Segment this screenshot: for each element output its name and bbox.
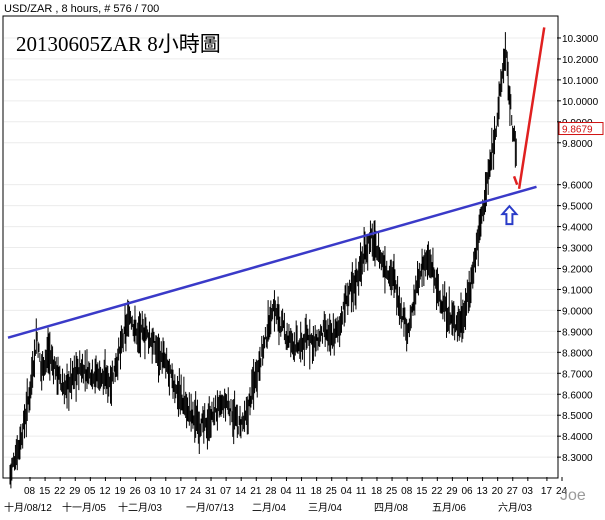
y-tick-label: 9.4000 <box>562 223 593 234</box>
x-day-label: 21 <box>250 486 262 497</box>
y-tick-label: 9.8000 <box>562 139 593 150</box>
projection-line <box>517 27 546 190</box>
x-day-label: 04 <box>341 486 353 497</box>
x-day-label: 05 <box>84 486 96 497</box>
y-tick-label: 9.3000 <box>562 244 593 255</box>
y-tick-label: 9.5000 <box>562 202 593 213</box>
x-day-label: 15 <box>39 486 51 497</box>
y-tick-label: 8.9000 <box>562 327 593 338</box>
x-day-label: 24 <box>556 486 568 497</box>
x-day-label: 31 <box>205 486 217 497</box>
y-tick-label: 10.0000 <box>562 97 599 108</box>
x-day-label: 07 <box>220 486 232 497</box>
up-arrow-marker <box>500 204 519 226</box>
x-day-label: 15 <box>416 486 428 497</box>
x-day-label: 25 <box>326 486 338 497</box>
x-day-label: 12 <box>99 486 111 497</box>
x-day-label: 11 <box>296 486 307 497</box>
y-tick-label: 10.2000 <box>562 55 599 66</box>
x-day-label: 26 <box>130 486 142 497</box>
x-day-label: 06 <box>461 486 473 497</box>
x-day-label: 22 <box>54 486 66 497</box>
y-tick-label: 10.3000 <box>562 34 599 45</box>
x-day-label: 28 <box>265 486 277 497</box>
y-tick-label: 8.7000 <box>562 369 593 380</box>
y-tick-label: 9.6000 <box>562 181 593 192</box>
trendline <box>7 185 537 339</box>
x-day-label: 22 <box>431 486 443 497</box>
y-tick-label: 10.1000 <box>562 76 599 87</box>
x-day-label: 25 <box>386 486 398 497</box>
x-month-label: 三月/04 <box>308 502 342 514</box>
x-day-label: 10 <box>160 486 172 497</box>
y-tick-label: 9.0000 <box>562 306 593 317</box>
x-day-label: 29 <box>446 486 458 497</box>
x-month-label: 二月/04 <box>252 502 286 514</box>
projection-dash <box>512 175 519 186</box>
chart-title: 20130605ZAR 8小時圖 <box>16 32 221 56</box>
y-tick-label: 8.4000 <box>562 432 593 443</box>
annotations <box>7 27 546 339</box>
x-month-label: 四月/08 <box>374 502 408 514</box>
x-day-label: 20 <box>492 486 504 497</box>
x-month-label: 六月/03 <box>498 502 532 514</box>
y-tick-label: 9.2000 <box>562 265 593 276</box>
y-tick-label: 8.5000 <box>562 411 593 422</box>
x-day-label: 08 <box>24 486 36 497</box>
grid <box>4 37 556 458</box>
x-day-label: 03 <box>522 486 534 497</box>
x-month-label: 十一月/05 <box>62 501 106 514</box>
y-axis: 10.300010.200010.100010.00009.90009.8000… <box>557 34 604 464</box>
x-month-label: 十月/08/12 <box>4 501 52 514</box>
x-day-label: 18 <box>311 486 323 497</box>
y-tick-label: 8.8000 <box>562 348 593 359</box>
x-day-label: 29 <box>69 486 81 497</box>
x-month-label: 十二月/03 <box>118 501 162 514</box>
y-tick-label: 8.3000 <box>562 453 593 464</box>
x-day-label: 17 <box>541 486 553 497</box>
y-tick-label: 9.1000 <box>562 285 593 296</box>
price-bars <box>9 32 517 489</box>
x-month-label: 五月/06 <box>432 502 466 514</box>
x-day-label: 17 <box>175 486 187 497</box>
x-axis: 08 15 22 29 05 12 19 26 03 10 17 24 31 07 14 21 28 04 11 18… <box>4 477 568 514</box>
watermark: Joe <box>560 487 586 504</box>
x-day-label: 19 <box>115 486 127 497</box>
y-tick-label: 8.6000 <box>562 390 593 401</box>
plot-area <box>2 15 559 479</box>
current-price-box <box>558 122 604 136</box>
x-day-label: 14 <box>235 486 247 497</box>
x-day-label: 18 <box>371 486 383 497</box>
current-price-label: 9.8679 <box>562 125 593 136</box>
x-day-label: 08 <box>401 486 413 497</box>
x-day-label: 13 <box>477 486 489 497</box>
symbol-info: USD/ZAR , 8 hours, # 576 / 700 <box>4 3 159 15</box>
x-month-label: 一月/07/13 <box>186 502 234 514</box>
x-day-label: 04 <box>280 486 292 497</box>
x-day-label: 24 <box>190 486 202 497</box>
x-day-label: 03 <box>145 486 157 497</box>
x-day-label: 11 <box>356 486 367 497</box>
x-day-label: 27 <box>507 486 519 497</box>
